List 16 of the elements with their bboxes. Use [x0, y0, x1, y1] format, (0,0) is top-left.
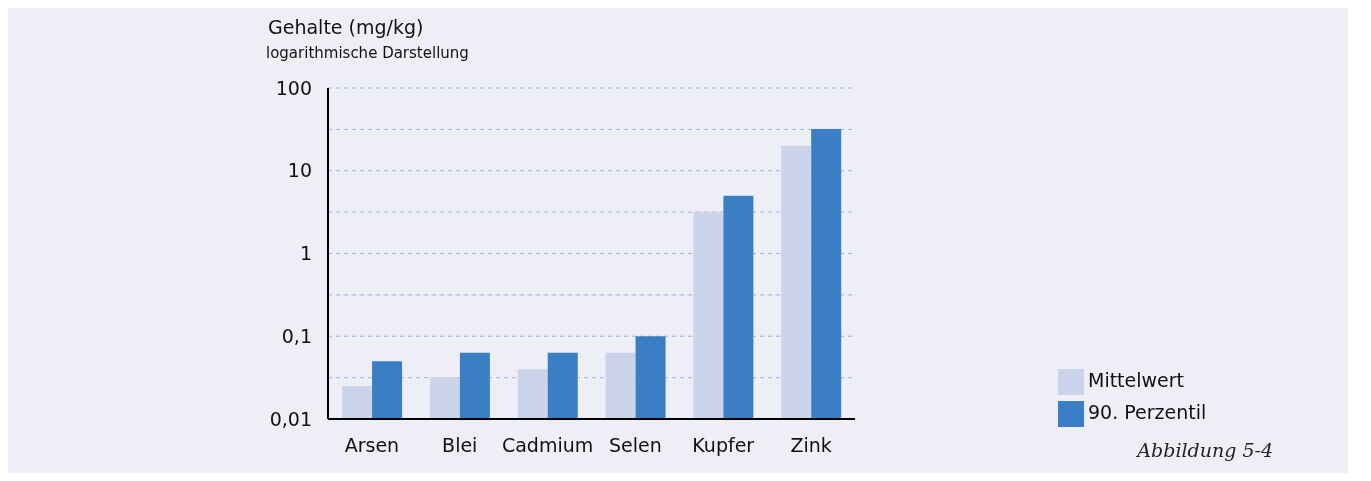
x-tick-label: Zink — [790, 434, 832, 457]
y-tick-label: 1 — [299, 242, 312, 265]
y-tick-label: 10 — [287, 159, 312, 182]
text: Abbildung 5-4 — [1137, 439, 1273, 461]
y-axis-title: Gehalte (mg/kg) — [268, 16, 424, 38]
x-tick-label: Cadmium — [501, 434, 594, 457]
chart-subtitle: logarithmische Darstellung — [266, 44, 469, 62]
x-tick-label: Arsen — [344, 434, 400, 457]
legend-label: Mittelwert — [1088, 369, 1185, 391]
x-tick-label: Kupfer — [692, 434, 755, 457]
y-tick-label: 0,1 — [281, 324, 312, 347]
y-tick-label: 0,01 — [269, 407, 312, 430]
x-tick-label: Selen — [609, 434, 662, 457]
legend-label: 90. Perzentil — [1088, 401, 1207, 423]
y-tick-label: 100 — [275, 76, 312, 99]
x-tick-label: Blei — [442, 434, 478, 457]
